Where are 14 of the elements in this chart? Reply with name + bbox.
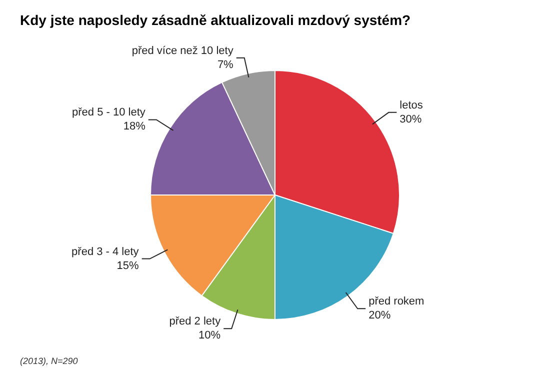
text: (2013), N=290 (20, 356, 78, 366)
data-label: 15% (116, 260, 140, 272)
slice-label: před více než 10 lety (132, 44, 234, 57)
data-label: 10% (198, 330, 221, 342)
slice-label: před rokem (368, 296, 424, 308)
data-label: 30% (400, 113, 422, 126)
slice-label: letos (400, 99, 424, 112)
slice-label: před 2 lety (169, 316, 222, 328)
data-label: 18% (123, 120, 146, 133)
slice-label: před 5 - 10 lety (72, 106, 146, 119)
slice-label: před 3 - 4 lety (72, 246, 140, 258)
data-label: 20% (368, 310, 391, 322)
data-label: 7% (217, 58, 234, 71)
chart-title: Kdy jste naposledy zásadně aktualizovali mzdový systém? (20, 12, 411, 28)
